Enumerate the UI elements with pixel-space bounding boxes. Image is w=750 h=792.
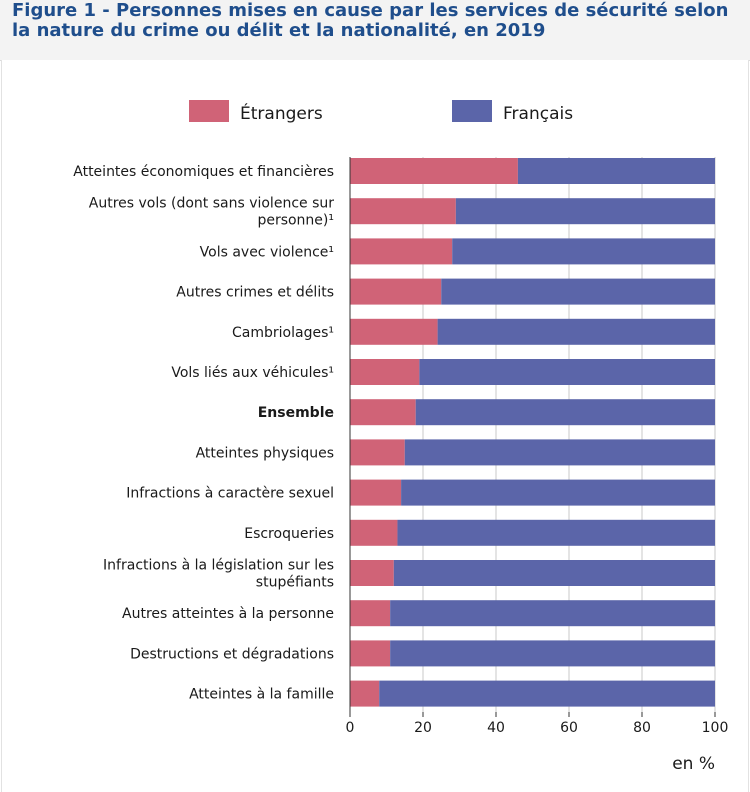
- bar-etrangers: [350, 359, 420, 385]
- legend-swatch-etrangers: [189, 100, 229, 122]
- category-label: stupéfiants: [256, 575, 334, 591]
- legend-label-etrangers: Étrangers: [240, 102, 323, 124]
- category-label: Autres crimes et délits: [176, 285, 334, 301]
- bar-etrangers: [350, 238, 453, 265]
- category-label: Cambriolages¹: [232, 325, 334, 341]
- x-tick-label: 40: [487, 720, 505, 736]
- bar-francais: [441, 278, 715, 305]
- legend-label-francais: Français: [503, 104, 573, 124]
- category-label: Infractions à la législation sur les: [103, 558, 334, 574]
- category-label: Autres vols (dont sans violence sur: [89, 196, 334, 212]
- bar-etrangers: [350, 640, 391, 667]
- bar-francais: [393, 560, 715, 586]
- x-axis: 0 20 40 60 80 100: [346, 157, 729, 736]
- category-label: Autres atteintes à la personne: [122, 606, 334, 622]
- bar-etrangers: [350, 158, 518, 184]
- bar-francais: [437, 318, 715, 345]
- bar-francais: [404, 439, 715, 466]
- legend-swatch-francais: [452, 100, 492, 122]
- category-label: Escroqueries: [244, 526, 334, 542]
- category-label: Ensemble: [258, 405, 334, 421]
- bar-francais: [397, 519, 715, 546]
- category-label: Atteintes économiques et financières: [73, 164, 334, 180]
- bar-etrangers: [350, 439, 405, 466]
- bars: [350, 158, 715, 707]
- bar-francais: [379, 680, 715, 707]
- bar-etrangers: [350, 600, 391, 627]
- bar-etrangers: [350, 198, 456, 225]
- category-label: Destructions et dégradations: [130, 646, 334, 662]
- category-label: personne)¹: [257, 213, 334, 229]
- bar-francais: [401, 479, 715, 506]
- bar-francais: [452, 238, 715, 265]
- bar-etrangers: [350, 278, 442, 305]
- bar-francais: [455, 198, 715, 225]
- x-tick-label: 100: [702, 720, 729, 736]
- x-tick-label: 0: [346, 720, 355, 736]
- x-tick-label: 60: [560, 720, 578, 736]
- category-label: Vols liés aux véhicules¹: [171, 365, 334, 381]
- bar-etrangers: [350, 680, 380, 707]
- unit-label: en %: [672, 754, 715, 774]
- bar-francais: [419, 359, 715, 385]
- figure-title: Figure 1 - Personnes mises en cause par …: [12, 0, 729, 41]
- bar-etrangers: [350, 519, 398, 546]
- category-label: Atteintes physiques: [196, 445, 334, 461]
- category-labels: Atteintes économiques et financières Autr…: [73, 164, 334, 703]
- bar-francais: [415, 399, 715, 426]
- bar-francais: [390, 640, 715, 667]
- bar-francais: [517, 158, 715, 184]
- legend: Étrangers Français: [189, 100, 573, 124]
- x-tick-label: 80: [633, 720, 651, 736]
- category-label: Vols avec violence¹: [200, 244, 334, 260]
- category-label: Atteintes à la famille: [189, 687, 334, 703]
- bar-francais: [390, 600, 715, 627]
- bar-etrangers: [350, 399, 416, 426]
- category-label: Infractions à caractère sexuel: [126, 486, 334, 502]
- figure-header: Figure 1 - Personnes mises en cause par …: [0, 0, 750, 61]
- x-tick-label: 20: [414, 720, 432, 736]
- bar-etrangers: [350, 479, 402, 506]
- bar-etrangers: [350, 318, 438, 345]
- bar-etrangers: [350, 560, 394, 586]
